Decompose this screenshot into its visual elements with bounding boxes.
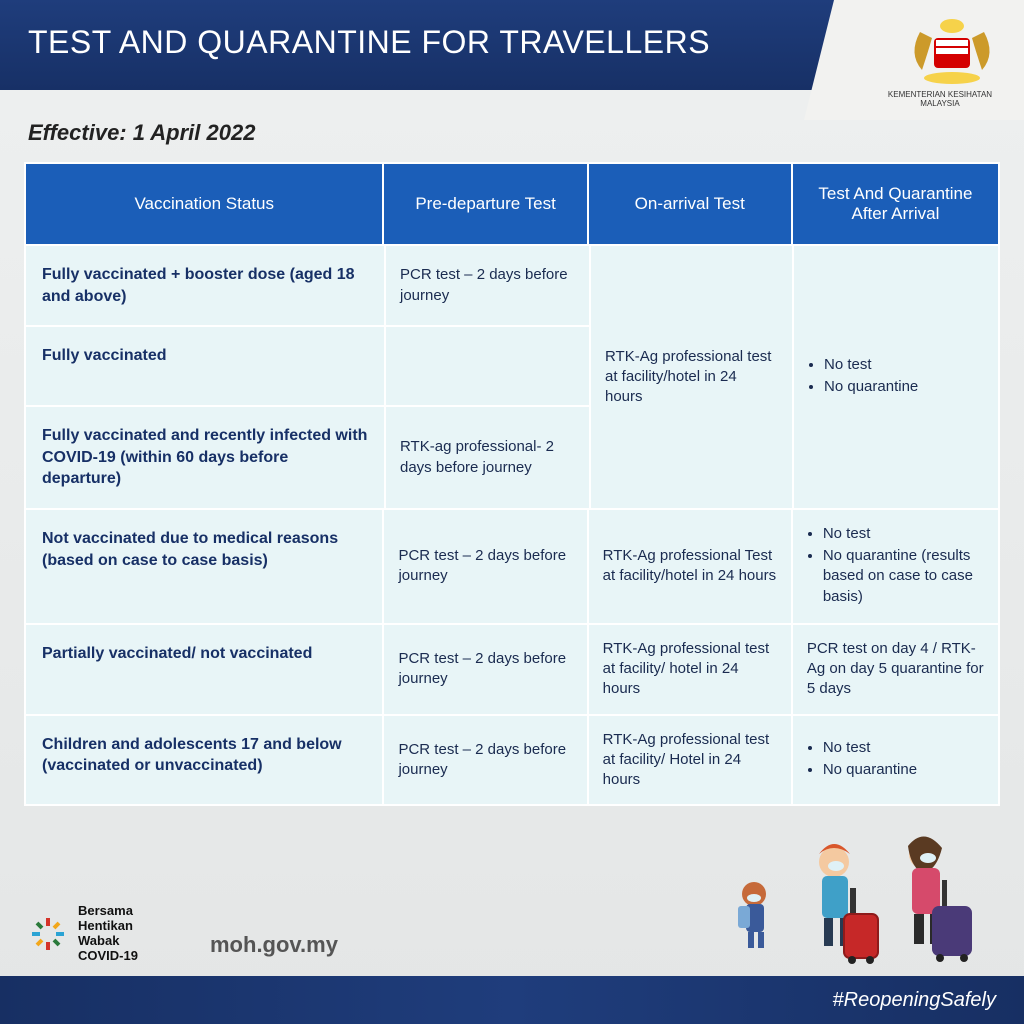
logo-caption: KEMENTERIAN KESIHATAN MALAYSIA [870,90,1010,108]
arrival-merged: RTK-Ag professional test at facility/hot… [591,246,794,508]
pre-cell: PCR test – 2 days before journey [384,716,588,805]
arrival-cell: RTK-Ag professional Test at facility/hot… [589,510,793,623]
page-title: TEST AND QUARANTINE FOR TRAVELLERS [28,24,710,61]
covid-campaign-text: Bersama Hentikan Wabak COVID-19 [78,904,138,964]
pre-cell: RTK-ag professional- 2 days before journ… [386,407,591,508]
after-bullet: No quarantine (results based on case to … [823,546,984,607]
table-header: Vaccination Status Pre-departure Test On… [26,164,998,244]
status-cell: Fully vaccinated and recently infected w… [26,407,386,508]
group-fully-vaccinated: Fully vaccinated + booster dose (aged 18… [26,244,998,508]
col-predeparture: Pre-departure Test [384,164,588,244]
table-row: Children and adolescents 17 and below (v… [26,714,998,805]
after-bullet: No test [823,524,984,544]
status-cell: Fully vaccinated [26,327,386,405]
arrival-cell: RTK-Ag professional test at facility/ Ho… [589,716,793,805]
arrival-cell: RTK-Ag professional test at facility/ ho… [589,625,793,714]
pre-cell: PCR test – 2 days before journey [384,625,588,714]
status-cell: Partially vaccinated/ not vaccinated [26,625,384,714]
col-onarrival: On-arrival Test [589,164,793,244]
infographic-page: TEST AND QUARANTINE FOR TRAVELLERS KEMEN… [0,0,1024,1024]
status-cell: Not vaccinated due to medical reasons (b… [26,510,384,623]
gov-logo: KEMENTERIAN KESIHATAN MALAYSIA [804,0,1024,120]
site-url: moh.gov.my [210,932,338,958]
after-bullet: No test [824,355,918,375]
pre-cell: PCR test – 2 days before journey [386,246,591,325]
after-bullet: No test [823,738,917,758]
pre-cell [386,327,591,405]
footer-hashtag: #ReopeningSafely [833,989,996,1012]
pre-cell: PCR test – 2 days before journey [384,510,588,623]
after-bullet: No quarantine [824,377,918,397]
status-cell: Fully vaccinated + booster dose (aged 18… [26,246,386,325]
footer-bar: #ReopeningSafely [0,976,1024,1024]
travellers-illustration [724,814,984,984]
requirements-table: Vaccination Status Pre-departure Test On… [24,162,1000,806]
status-cell: Children and adolescents 17 and below (v… [26,716,384,805]
after-cell: No test No quarantine [793,716,998,805]
table-row: Not vaccinated due to medical reasons (b… [26,508,998,623]
table-body: Fully vaccinated + booster dose (aged 18… [26,244,998,804]
table-row: Partially vaccinated/ not vaccinated PCR… [26,623,998,714]
covid-campaign-badge: Bersama Hentikan Wabak COVID-19 [28,904,138,964]
effective-date: Effective: 1 April 2022 [28,120,255,146]
after-bullet: No quarantine [823,760,917,780]
col-after-arrival: Test And Quarantine After Arrival [793,164,998,244]
after-merged: No test No quarantine [794,246,998,508]
group-left: Fully vaccinated + booster dose (aged 18… [26,246,591,508]
after-cell: PCR test on day 4 / RTK-Ag on day 5 quar… [793,625,998,714]
burst-icon [28,914,68,954]
after-cell: No test No quarantine (results based on … [793,510,998,623]
col-vaccination-status: Vaccination Status [26,164,384,244]
